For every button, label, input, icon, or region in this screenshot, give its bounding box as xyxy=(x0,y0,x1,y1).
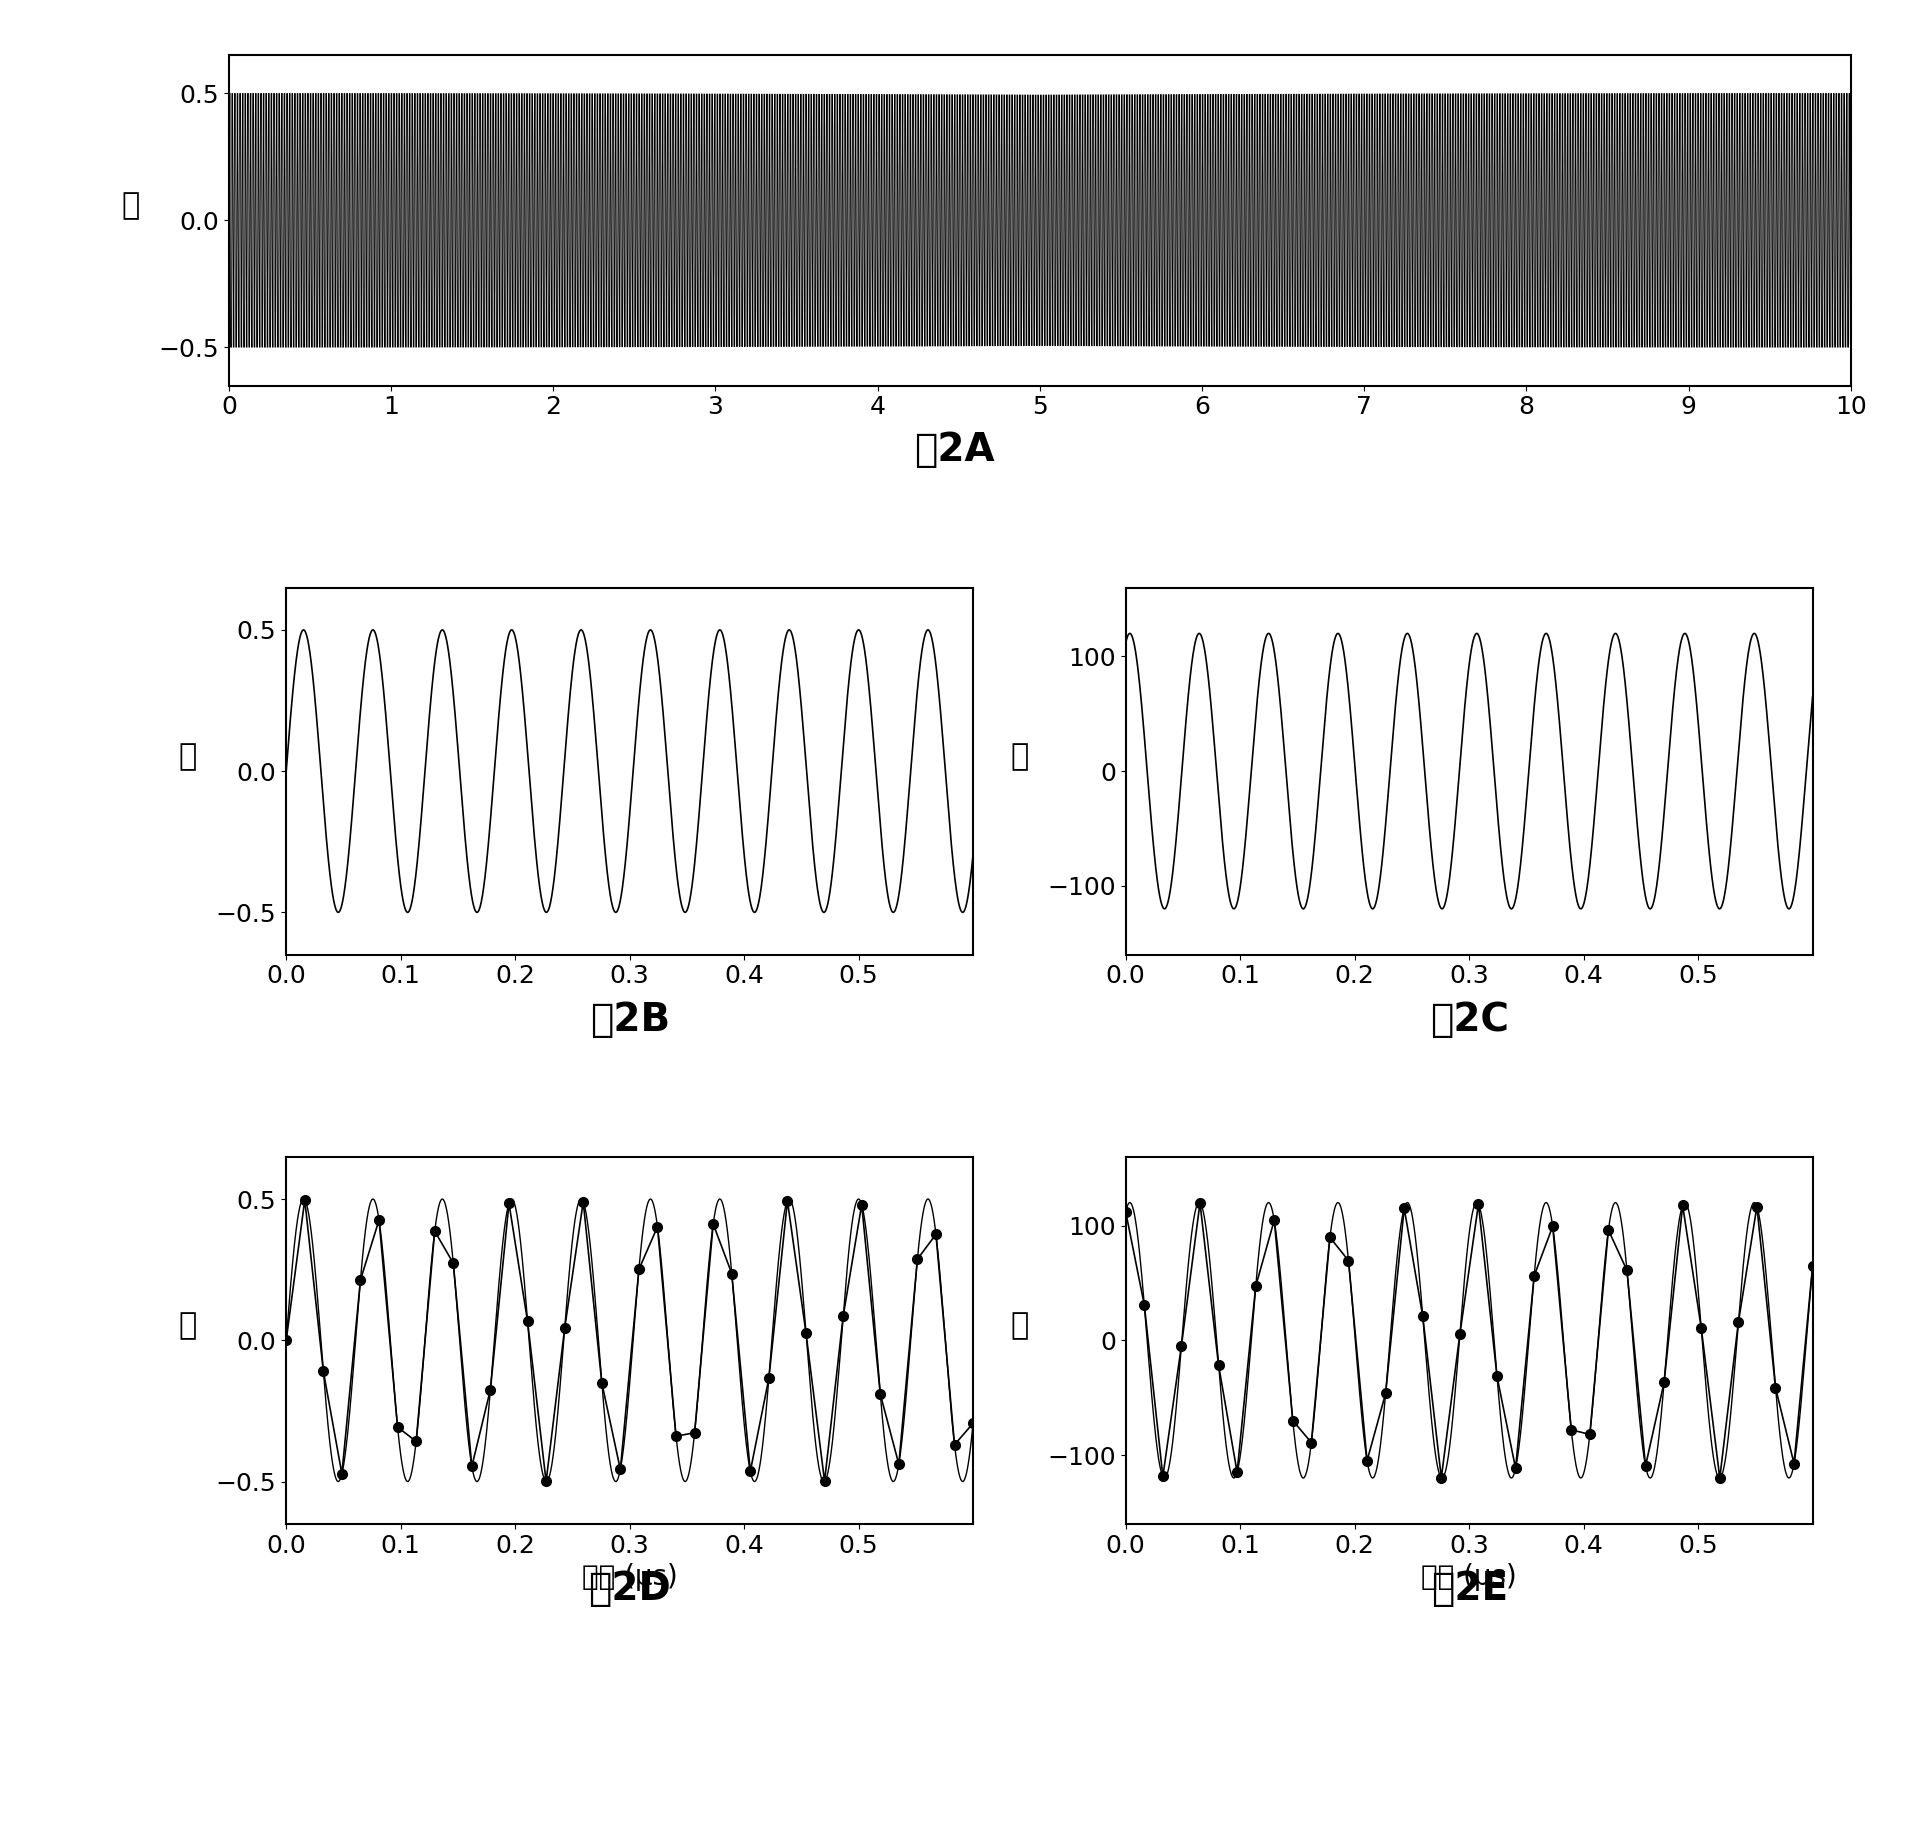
Text: 图2C: 图2C xyxy=(1428,1001,1508,1039)
Text: 图2A: 图2A xyxy=(913,431,994,470)
Y-axis label: 度: 度 xyxy=(1011,742,1028,771)
X-axis label: 时间 (μs): 时间 (μs) xyxy=(582,1562,677,1592)
Y-axis label: 伏: 伏 xyxy=(122,191,139,220)
Y-axis label: 伏: 伏 xyxy=(179,1311,196,1340)
Text: 图2D: 图2D xyxy=(587,1570,671,1608)
Text: 图2B: 图2B xyxy=(589,1001,669,1039)
X-axis label: 时间 (μs): 时间 (μs) xyxy=(1421,1562,1516,1592)
Y-axis label: 度: 度 xyxy=(1011,1311,1028,1340)
Y-axis label: 伏: 伏 xyxy=(179,742,196,771)
Text: 图2E: 图2E xyxy=(1430,1570,1507,1608)
